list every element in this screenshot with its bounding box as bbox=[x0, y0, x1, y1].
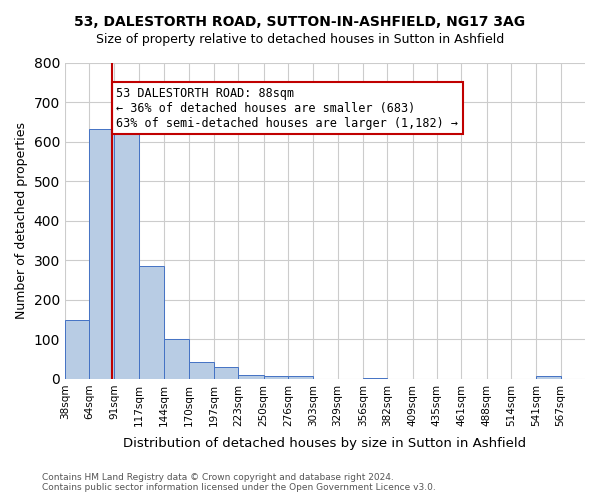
Bar bbox=[139, 266, 164, 379]
Bar bbox=[89, 130, 115, 379]
Text: 53, DALESTORTH ROAD, SUTTON-IN-ASHFIELD, NG17 3AG: 53, DALESTORTH ROAD, SUTTON-IN-ASHFIELD,… bbox=[74, 15, 526, 29]
Text: Size of property relative to detached houses in Sutton in Ashfield: Size of property relative to detached ho… bbox=[96, 32, 504, 46]
Bar bbox=[164, 339, 188, 379]
Bar bbox=[238, 375, 263, 379]
Bar bbox=[115, 132, 139, 379]
Bar bbox=[536, 376, 560, 379]
Bar bbox=[288, 376, 313, 379]
Bar bbox=[263, 376, 288, 379]
Y-axis label: Number of detached properties: Number of detached properties bbox=[15, 122, 28, 320]
Bar bbox=[214, 367, 238, 379]
Text: 53 DALESTORTH ROAD: 88sqm
← 36% of detached houses are smaller (683)
63% of semi: 53 DALESTORTH ROAD: 88sqm ← 36% of detac… bbox=[116, 86, 458, 130]
X-axis label: Distribution of detached houses by size in Sutton in Ashfield: Distribution of detached houses by size … bbox=[124, 437, 526, 450]
Bar bbox=[65, 320, 89, 379]
Text: Contains HM Land Registry data © Crown copyright and database right 2024.
Contai: Contains HM Land Registry data © Crown c… bbox=[42, 473, 436, 492]
Bar bbox=[188, 362, 214, 379]
Bar bbox=[363, 378, 387, 379]
